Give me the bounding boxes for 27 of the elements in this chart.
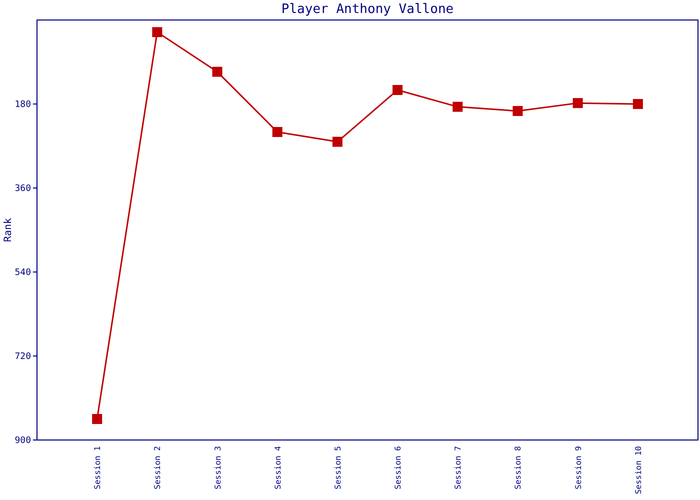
point bbox=[332, 136, 342, 147]
point bbox=[152, 27, 162, 38]
y-tick-label: 360 bbox=[14, 184, 31, 194]
y-tick-label: 900 bbox=[14, 436, 31, 446]
y-tick-label: 720 bbox=[14, 352, 31, 362]
x-tick-label: Session 7 bbox=[454, 446, 463, 490]
y-tick-label: 540 bbox=[14, 268, 31, 278]
point bbox=[632, 99, 643, 109]
y-axis-title: Rank bbox=[3, 218, 14, 242]
x-tick-label: Session 6 bbox=[394, 446, 403, 490]
x-tick-label: Session 10 bbox=[634, 446, 643, 494]
x-tick-label: Session 5 bbox=[333, 446, 342, 490]
chart-title: Player Anthony Vallone bbox=[281, 2, 454, 17]
point bbox=[272, 127, 282, 137]
point bbox=[92, 414, 102, 424]
point bbox=[452, 102, 463, 112]
y-tick-label: 180 bbox=[14, 100, 31, 110]
point bbox=[572, 98, 583, 108]
point bbox=[392, 85, 403, 95]
x-tick-label: Session 8 bbox=[514, 446, 523, 490]
point bbox=[512, 106, 523, 116]
x-tick-label: Session 2 bbox=[153, 446, 162, 490]
x-tick-label: Session 1 bbox=[93, 446, 102, 490]
x-tick-label: Session 4 bbox=[273, 446, 282, 490]
x-tick-label: Session 3 bbox=[213, 446, 222, 490]
point bbox=[212, 66, 222, 77]
x-tick-label: Session 9 bbox=[574, 446, 583, 490]
